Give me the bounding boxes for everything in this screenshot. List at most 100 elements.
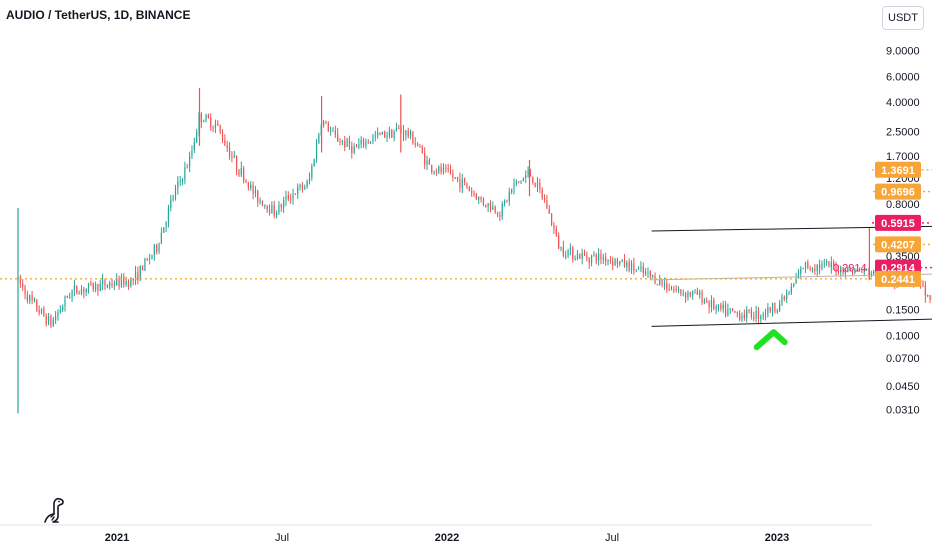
x-tick-label: 2023 xyxy=(765,532,789,544)
candle-body xyxy=(179,180,181,182)
y-tick-label: 0.0310 xyxy=(886,404,920,416)
candle-body xyxy=(55,316,57,320)
candle-body xyxy=(280,204,282,208)
candle-body xyxy=(355,146,358,148)
candle-body xyxy=(572,247,574,260)
candle-body xyxy=(595,254,597,261)
candle-body xyxy=(99,283,101,291)
candle-body xyxy=(541,189,543,198)
candle-body xyxy=(438,166,440,173)
candle-body xyxy=(774,302,776,312)
candle-body xyxy=(360,139,362,145)
candle-body xyxy=(243,168,245,182)
candle-body xyxy=(828,261,830,268)
candle-body xyxy=(137,271,139,281)
channel-lower-line xyxy=(651,318,932,327)
candle-body xyxy=(927,294,929,296)
y-tick-label: 6.0000 xyxy=(886,71,920,83)
candle-body xyxy=(228,148,231,157)
candle-body xyxy=(720,304,722,310)
candle-body xyxy=(233,155,235,158)
candle-body xyxy=(551,213,553,225)
candle-body xyxy=(174,188,177,198)
candle-body xyxy=(553,224,555,229)
candle-body xyxy=(598,253,600,261)
candle-body xyxy=(259,200,261,203)
candle-body xyxy=(290,199,292,201)
candle-body xyxy=(833,262,835,267)
candle-body xyxy=(203,121,205,123)
candle-body xyxy=(191,150,193,156)
candle-body xyxy=(663,283,666,285)
candle-body xyxy=(346,139,348,147)
candle-body xyxy=(743,315,745,319)
candle-body xyxy=(78,293,80,295)
candle-body xyxy=(318,134,320,144)
candle-body xyxy=(264,205,266,207)
candle-body xyxy=(388,130,391,136)
candle-body xyxy=(865,269,868,271)
channel-middle-line xyxy=(651,273,932,281)
candle-body xyxy=(130,278,132,287)
candle-body xyxy=(475,194,477,200)
candle-body xyxy=(76,285,78,294)
candle-body xyxy=(106,285,108,287)
candle-body xyxy=(123,276,125,285)
candle-body xyxy=(790,286,792,294)
candle-body xyxy=(127,281,130,287)
candle-body xyxy=(724,304,727,316)
candle-body xyxy=(760,316,762,319)
candle-body xyxy=(489,203,492,210)
candle-body xyxy=(435,171,438,173)
candle-body xyxy=(334,130,336,135)
candle-body xyxy=(452,173,454,178)
candle-body xyxy=(788,293,790,295)
candle-body xyxy=(358,144,360,148)
candle-body xyxy=(482,199,485,205)
price-level-tag xyxy=(875,183,921,200)
candle-body xyxy=(854,269,856,273)
candle-body xyxy=(29,295,31,301)
currency-button[interactable]: USDT xyxy=(882,6,924,30)
candle-body xyxy=(842,267,844,274)
candle-body xyxy=(464,178,466,183)
candle-body xyxy=(351,145,353,153)
candle-body xyxy=(257,190,259,203)
candle-body xyxy=(668,289,670,291)
candle-body xyxy=(623,259,626,267)
candle-body xyxy=(543,197,546,201)
candle-body xyxy=(205,114,207,122)
candle-body xyxy=(315,143,318,160)
candle-body xyxy=(546,200,548,209)
candle-body xyxy=(560,246,562,249)
candle-body xyxy=(647,271,649,273)
candle-body xyxy=(405,130,407,136)
candle-body xyxy=(609,259,611,261)
candle-body xyxy=(569,247,572,251)
candle-body xyxy=(633,263,635,271)
candle-body xyxy=(189,155,191,168)
candle-body xyxy=(565,255,567,257)
candle-body xyxy=(741,315,743,320)
chart-title: AUDIO / TetherUS, 1D, BINANCE xyxy=(6,8,191,22)
candle-body xyxy=(830,262,832,268)
candle-body xyxy=(294,193,296,195)
candle-body xyxy=(193,142,195,151)
x-tick-label: 2022 xyxy=(435,532,459,544)
candle-body xyxy=(24,287,26,295)
candle-body xyxy=(412,131,414,144)
candle-body xyxy=(73,285,76,291)
x-tick-label: Jul xyxy=(605,532,619,544)
candle-body xyxy=(858,269,861,271)
candle-body xyxy=(431,164,433,173)
candle-body xyxy=(734,310,736,313)
candle-body xyxy=(677,289,680,291)
candle-body xyxy=(929,294,931,300)
candle-body xyxy=(151,254,153,259)
candle-body xyxy=(224,140,226,146)
candle-body xyxy=(120,276,123,287)
candle-body xyxy=(454,176,456,178)
candle-body xyxy=(146,258,148,260)
candle-body xyxy=(795,278,797,284)
candle-body xyxy=(254,190,257,194)
